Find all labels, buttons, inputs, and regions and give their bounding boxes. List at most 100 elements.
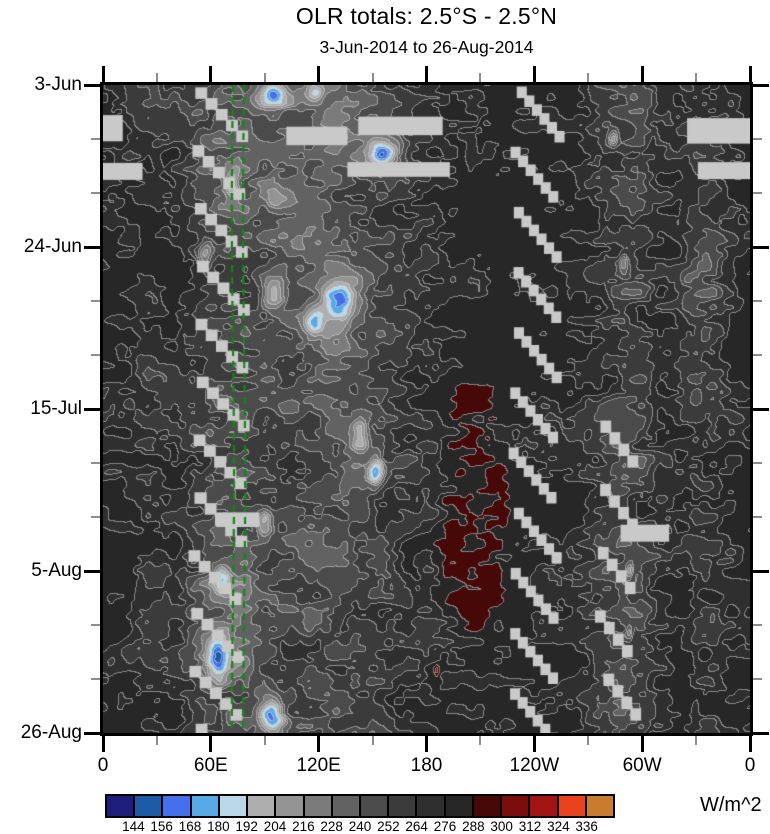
y-axis-minor-tick-right bbox=[753, 354, 762, 356]
colorbar-tick-label: 240 bbox=[348, 819, 372, 834]
y-tick-label: 15-Jul bbox=[30, 398, 82, 419]
x-tick-label: 120E bbox=[296, 755, 341, 776]
x-axis-tick bbox=[101, 736, 105, 752]
y-axis-minor-tick bbox=[91, 138, 100, 140]
colorbar-tick-label: 216 bbox=[292, 819, 315, 834]
colorbar-segment bbox=[445, 796, 474, 816]
colorbar-tick-label: 252 bbox=[377, 819, 400, 834]
y-axis-tick-right bbox=[753, 569, 769, 573]
plot-border bbox=[100, 82, 753, 736]
colorbar-tick-label: 300 bbox=[490, 819, 513, 834]
x-axis-minor-tick bbox=[479, 736, 482, 745]
y-axis-tick-right bbox=[753, 245, 769, 249]
x-axis-minor-tick bbox=[155, 736, 158, 745]
y-axis-tick bbox=[84, 731, 100, 735]
y-axis-minor-tick bbox=[91, 354, 100, 356]
y-axis-tick-right bbox=[753, 83, 769, 87]
colorbar-segment bbox=[530, 796, 559, 816]
x-axis-tick bbox=[748, 736, 752, 752]
y-tick-label: 5-Aug bbox=[31, 560, 82, 581]
colorbar-segment bbox=[473, 796, 503, 816]
x-axis-minor-tick bbox=[587, 736, 590, 745]
colorbar-tick-label: 168 bbox=[178, 819, 202, 834]
x-axis-minor-tick-top bbox=[695, 73, 698, 82]
x-tick-label: 60E bbox=[193, 755, 228, 776]
y-axis-tick bbox=[84, 245, 100, 249]
colorbar-units-label: W/m^2 bbox=[700, 794, 762, 816]
y-axis-minor-tick bbox=[91, 192, 100, 194]
colorbar-segment bbox=[135, 796, 164, 816]
y-axis-minor-tick-right bbox=[753, 462, 762, 464]
y-axis-minor-tick-right bbox=[753, 516, 762, 518]
colorbar-tick-label: 144 bbox=[122, 819, 145, 834]
colorbar-segment bbox=[276, 796, 305, 816]
x-axis-minor-tick-top bbox=[263, 73, 266, 82]
x-axis-tick-top bbox=[317, 66, 321, 82]
colorbar-tick-label: 264 bbox=[405, 819, 428, 834]
y-axis-tick bbox=[84, 83, 100, 87]
colorbar-tick-label: 288 bbox=[462, 819, 485, 834]
y-axis-tick bbox=[84, 407, 100, 411]
x-axis-minor-tick-top bbox=[371, 73, 374, 82]
x-axis-minor-tick bbox=[371, 736, 374, 745]
x-axis-tick bbox=[532, 736, 536, 752]
colorbar bbox=[105, 794, 615, 818]
y-axis-minor-tick bbox=[91, 300, 100, 302]
y-axis-minor-tick-right bbox=[753, 138, 762, 140]
colorbar-tick-label: 336 bbox=[575, 819, 598, 834]
colorbar-tick-label: 312 bbox=[518, 819, 542, 834]
x-axis-tick-top bbox=[640, 66, 644, 82]
colorbar-segment bbox=[360, 796, 390, 816]
colorbar-tick-label: 192 bbox=[235, 819, 258, 834]
colorbar-tick-label: 156 bbox=[150, 819, 173, 834]
x-axis-tick bbox=[317, 736, 321, 752]
y-axis-minor-tick-right bbox=[753, 678, 762, 680]
chart-subtitle: 3-Jun-2014 to 26-Aug-2014 bbox=[319, 37, 534, 57]
x-tick-label: 60W bbox=[622, 755, 662, 776]
y-tick-label: 26-Aug bbox=[20, 722, 82, 743]
y-axis-minor-tick-right bbox=[753, 300, 762, 302]
y-axis-minor-tick bbox=[91, 516, 100, 518]
y-axis-tick-right bbox=[753, 731, 769, 735]
colorbar-tick-label: 180 bbox=[207, 819, 230, 834]
colorbar-segment bbox=[586, 796, 613, 816]
x-axis-tick-top bbox=[101, 66, 105, 82]
y-axis-tick-right bbox=[753, 407, 769, 411]
y-tick-label: 3-Jun bbox=[34, 74, 82, 95]
x-axis-minor-tick-top bbox=[587, 73, 590, 82]
x-axis-minor-tick bbox=[695, 736, 698, 745]
x-axis-tick bbox=[425, 736, 428, 752]
colorbar-segment bbox=[191, 796, 220, 816]
x-axis-tick bbox=[209, 736, 213, 752]
colorbar-tick-label: 204 bbox=[263, 819, 287, 834]
olr-heatmap-canvas bbox=[103, 85, 750, 733]
colorbar-segment bbox=[219, 796, 249, 816]
y-axis-tick bbox=[84, 569, 100, 573]
chart-title: OLR totals: 2.5°S - 2.5°N bbox=[295, 3, 558, 29]
x-axis-tick-top bbox=[425, 66, 428, 82]
x-axis-tick-top bbox=[209, 66, 213, 82]
x-axis-minor-tick-top bbox=[479, 73, 482, 82]
x-tick-label: 0 bbox=[97, 755, 109, 776]
x-axis-tick bbox=[640, 736, 644, 752]
colorbar-tick-label: 276 bbox=[433, 819, 457, 834]
x-axis-tick-top bbox=[532, 66, 536, 82]
x-axis-minor-tick-top bbox=[155, 73, 158, 82]
colorbar-segment bbox=[107, 796, 136, 816]
x-tick-label: 0 bbox=[744, 755, 756, 776]
colorbar-tick-label: 324 bbox=[547, 819, 570, 834]
x-axis-tick-top bbox=[748, 66, 752, 82]
colorbar-segment bbox=[389, 796, 418, 816]
x-tick-label: 180 bbox=[410, 755, 443, 776]
colorbar-segment bbox=[248, 796, 277, 816]
y-axis-minor-tick-right bbox=[753, 624, 762, 626]
colorbar-segment bbox=[304, 796, 333, 816]
y-axis-minor-tick bbox=[91, 624, 100, 626]
y-tick-label: 24-Jun bbox=[23, 236, 82, 257]
y-axis-minor-tick bbox=[91, 462, 100, 464]
y-axis-minor-tick bbox=[91, 678, 100, 680]
y-axis-minor-tick-right bbox=[753, 192, 762, 194]
x-tick-label: 120W bbox=[509, 755, 560, 776]
colorbar-tick-label: 228 bbox=[320, 819, 343, 834]
